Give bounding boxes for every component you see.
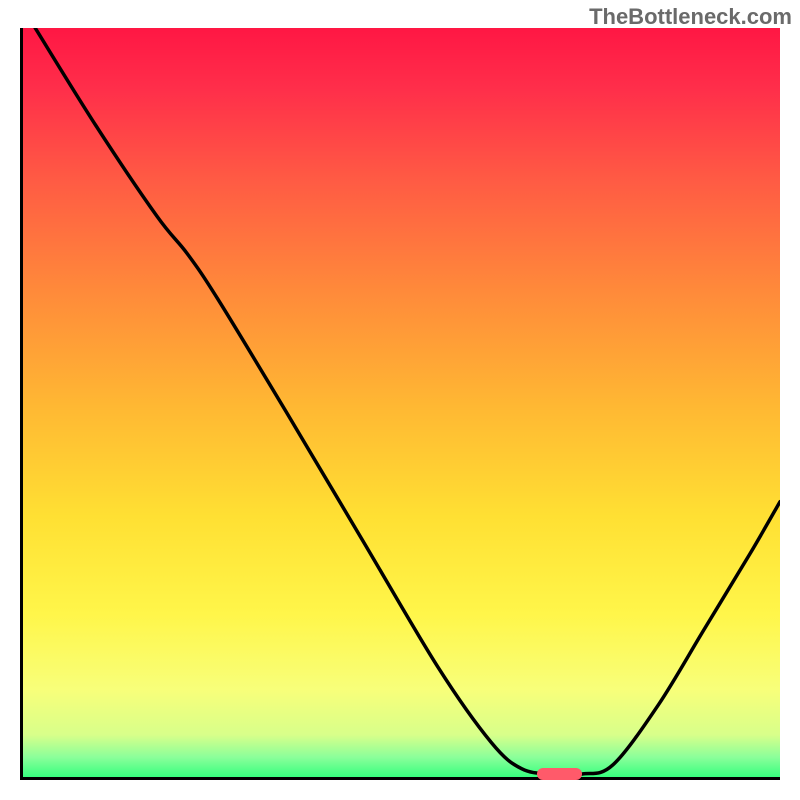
bottleneck-chart: TheBottleneck.com [0,0,800,800]
optimal-range-marker [537,768,583,779]
watermark-text: TheBottleneck.com [589,4,792,30]
plot-area [20,28,780,780]
bottleneck-curve [20,28,780,780]
